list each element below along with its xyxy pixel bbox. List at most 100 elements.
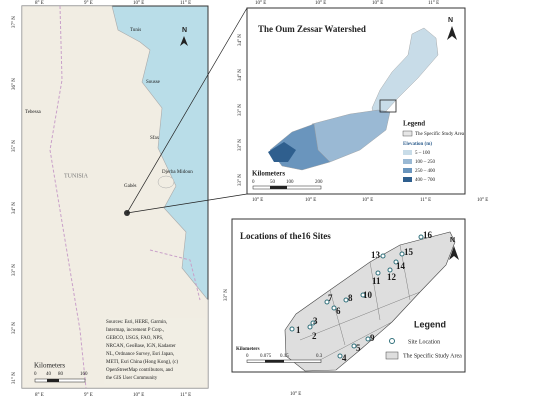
legend-label: Site Location: [408, 339, 440, 345]
connector: [126, 7, 248, 214]
lat-label: 31° N: [12, 372, 17, 384]
scale-label: 200: [315, 180, 323, 185]
scale-label: 0: [34, 372, 37, 377]
lon-label: 9° E: [84, 1, 93, 6]
land: [21, 5, 209, 389]
legend-swatch: [403, 159, 412, 164]
legend-subtitle: Elevation (m): [403, 142, 432, 147]
site-label: 1: [296, 325, 301, 335]
site-marker: [380, 253, 386, 259]
place: Gabès: [124, 184, 137, 189]
site-marker: [343, 297, 349, 303]
lat-label: 33° N: [238, 174, 243, 186]
scale-bar: [34, 378, 86, 383]
elevation-zone: [268, 142, 296, 162]
lon-label: 10° E: [305, 198, 316, 203]
sources: Sources: Esri, HERE, Garmin,: [106, 320, 167, 325]
scale-label: 0.15: [280, 354, 289, 359]
north-arrow-icon: [447, 26, 457, 40]
place: Sousse: [146, 80, 161, 85]
site-marker: [324, 299, 330, 305]
legend-swatch: [403, 177, 412, 182]
sources: Intermap, increment P Corp.,: [106, 328, 164, 333]
lat-label: 35° N: [12, 140, 17, 152]
legend-label: 400 – 700: [415, 178, 436, 183]
lon-label: 11° E: [428, 1, 439, 6]
island: [157, 175, 175, 189]
legend-label: 100 – 250: [415, 160, 436, 165]
lon-label: 10° E: [252, 198, 263, 203]
place: Djerba Midoun: [162, 170, 193, 175]
north-arrow-icon: [180, 36, 188, 46]
site-marker: [393, 259, 399, 265]
elevation-zone: [371, 27, 439, 123]
lat-label: 34° N: [12, 202, 17, 214]
border: [49, 5, 87, 389]
place: Tebessa: [25, 110, 42, 115]
study-area: [284, 231, 456, 372]
site-label: 15: [404, 247, 414, 257]
legend-title: Legend: [414, 319, 446, 329]
legend-title: Legend: [403, 120, 425, 128]
lon-label: 11° E: [420, 198, 431, 203]
north-arrow: N: [182, 27, 187, 34]
lat-label: 34° N: [238, 34, 243, 46]
site-marker: [399, 251, 405, 257]
border: [149, 249, 201, 301]
lat-label: 32° N: [12, 322, 17, 334]
site-label: 5: [356, 343, 361, 353]
legend-swatch: [403, 168, 412, 173]
lat-label: 33° N: [224, 289, 229, 301]
lon-label: 8° E: [35, 1, 44, 6]
site-marker: [351, 343, 357, 349]
legend-swatch: [403, 150, 412, 155]
site-label: 3: [313, 316, 318, 326]
scale-title: Kilometers: [236, 347, 260, 352]
watershed-title: The Oum Zessar Watershed: [258, 24, 366, 34]
site-marker: [360, 292, 366, 298]
lon-label: 10° E: [372, 1, 383, 6]
lon-label: 10° E: [133, 393, 144, 398]
site-label: 11: [372, 276, 381, 286]
lon-label: 11° E: [180, 1, 191, 6]
scale-bar: [47, 379, 59, 382]
lon-label: 8° E: [35, 393, 44, 398]
scale-title: Kilometers: [252, 170, 285, 178]
sites-title: Locations of the16 Sites: [240, 231, 331, 241]
site-marker: [331, 305, 337, 311]
scale-label: 50: [270, 180, 276, 185]
lon-label: 10° E: [290, 392, 301, 397]
site-label: 14: [396, 261, 406, 271]
lat-label: 33° N: [238, 104, 243, 116]
site-marker: [337, 353, 343, 359]
legend-swatch: [402, 130, 413, 137]
site-label: 8: [348, 293, 353, 303]
study-box: [379, 99, 397, 113]
scale-bar: [265, 360, 284, 363]
site-marker: [310, 320, 316, 326]
legend-label: 250 – 400: [415, 169, 436, 174]
scale-title: Kilometers: [34, 362, 65, 370]
site-marker: [307, 324, 313, 330]
north-arrow: N: [448, 17, 453, 24]
legend-swatch: [385, 351, 399, 360]
place: TUNISIA: [64, 173, 89, 179]
sub-boundary: [299, 244, 421, 361]
site-label: 12: [387, 272, 397, 282]
lon-label: 10° E: [315, 1, 326, 6]
scale-label: 40: [46, 372, 52, 377]
sources: the GIS User Community: [106, 376, 158, 381]
scale-label: 0.3: [316, 354, 323, 359]
site-label: 6: [336, 306, 341, 316]
sources: OpenStreetMap contributors, and: [106, 368, 173, 373]
site-label: 10: [363, 290, 373, 300]
site-marker: [289, 326, 295, 332]
scale-label: 160: [80, 372, 88, 377]
sources-box: [104, 318, 206, 384]
lat-label: 34° N: [238, 69, 243, 81]
scale-label: 0.075: [260, 354, 272, 359]
north-arrow: N: [450, 237, 455, 244]
sources: METI, Esri China (Hong Kong), (c): [106, 360, 178, 365]
site-label: 2: [312, 331, 317, 341]
scale-label: 100: [286, 180, 294, 185]
